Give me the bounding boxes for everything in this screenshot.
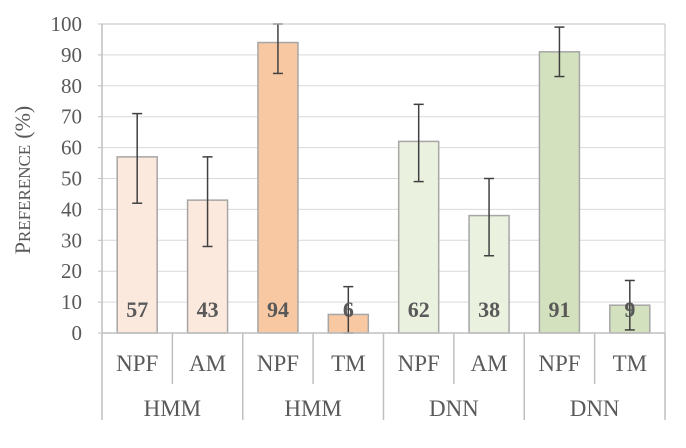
y-tick-label-70: 70 (61, 105, 82, 129)
category-label-7: NPF (538, 351, 580, 376)
data-label-4: 6 (343, 297, 354, 322)
y-tick-label-90: 90 (61, 43, 82, 67)
y-tick-label-50: 50 (61, 167, 82, 191)
category-label-8: TM (613, 351, 648, 376)
group-label-1: HMM (144, 396, 202, 421)
data-label-8: 9 (624, 297, 635, 322)
category-label-5: NPF (398, 351, 440, 376)
axes (98, 23, 666, 420)
y-tick-label-10: 10 (61, 290, 82, 314)
y-axis-label-rest: REFERENCE (15, 145, 34, 242)
y-axis-label-initial: P (10, 242, 35, 254)
y-tick-label-30: 30 (61, 228, 82, 252)
data-label-5: 62 (408, 297, 430, 322)
y-tick-label-60: 60 (61, 136, 82, 160)
group-label-2: HMM (284, 396, 342, 421)
category-label-2: AM (189, 351, 226, 376)
category-label-3: NPF (257, 351, 299, 376)
data-label-7: 91 (548, 297, 570, 322)
bar-7 (538, 51, 581, 334)
bar-3 (257, 41, 299, 334)
y-axis-label: PREFERENCE (%) (10, 106, 35, 255)
y-tick-label-20: 20 (61, 259, 82, 283)
y-tick-label-80: 80 (61, 74, 82, 98)
data-label-1: 57 (126, 297, 148, 322)
category-label-4: TM (331, 351, 366, 376)
data-label-3: 94 (267, 297, 289, 322)
y-axis-label-unit: (%) (10, 106, 35, 139)
category-label-1: NPF (116, 351, 158, 376)
group-label-4: DNN (570, 396, 620, 421)
data-label-6: 38 (478, 297, 500, 322)
bars (116, 23, 651, 334)
y-tick-label-40: 40 (61, 197, 82, 221)
gridlines (102, 23, 665, 303)
category-label-6: AM (471, 351, 508, 376)
y-tick-label-0: 0 (72, 321, 83, 345)
y-tick-label-100: 100 (51, 12, 83, 36)
data-label-2: 43 (197, 297, 219, 322)
labels: 0 10 20 30 40 50 60 70 80 90 100 57 NPF 43 AM 94 NPF 6 TM 6… (51, 12, 648, 421)
group-label-3: DNN (429, 396, 479, 421)
